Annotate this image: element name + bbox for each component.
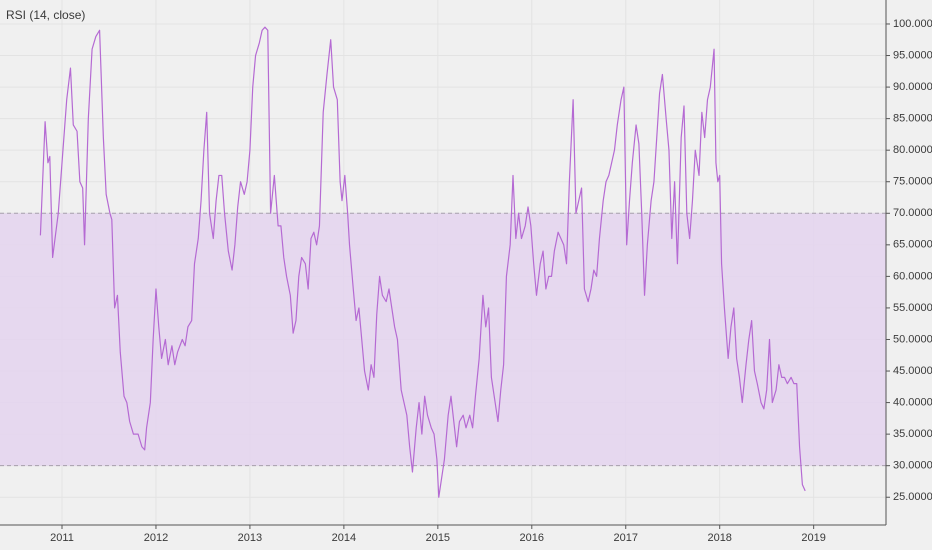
y-tick-label: 45.0000 bbox=[893, 365, 932, 377]
x-tick-label: 2012 bbox=[144, 532, 168, 544]
y-tick-label: 25.0000 bbox=[893, 491, 932, 503]
y-tick-label: 35.0000 bbox=[893, 428, 932, 440]
x-tick-label: 2016 bbox=[520, 532, 544, 544]
x-tick-label: 2014 bbox=[332, 532, 356, 544]
y-tick-label: 40.0000 bbox=[893, 396, 932, 408]
y-tick-label: 50.0000 bbox=[893, 333, 932, 345]
x-tick-label: 2019 bbox=[801, 532, 825, 544]
y-tick-label: 85.0000 bbox=[893, 113, 932, 125]
x-tick-label: 2011 bbox=[50, 532, 74, 544]
y-tick-label: 100.0000 bbox=[893, 18, 932, 30]
y-tick-label: 55.0000 bbox=[893, 302, 932, 314]
x-tick-label: 2015 bbox=[426, 532, 450, 544]
y-tick-label: 65.0000 bbox=[893, 239, 932, 251]
plot bbox=[39, 26, 806, 498]
y-tick-label: 60.0000 bbox=[893, 270, 932, 282]
y-tick-label: 90.0000 bbox=[893, 81, 932, 93]
x-tick-label: 2017 bbox=[614, 532, 638, 544]
chart-title: RSI (14, close) bbox=[6, 8, 85, 22]
rsi-line bbox=[39, 26, 806, 498]
y-tick-label: 80.0000 bbox=[893, 144, 932, 156]
x-tick-label: 2018 bbox=[707, 532, 731, 544]
y-tick-label: 95.0000 bbox=[893, 49, 932, 61]
y-tick-label: 75.0000 bbox=[893, 176, 932, 188]
y-tick-label: 70.0000 bbox=[893, 207, 932, 219]
x-tick-label: 2013 bbox=[238, 532, 262, 544]
y-tick-label: 30.0000 bbox=[893, 460, 932, 472]
